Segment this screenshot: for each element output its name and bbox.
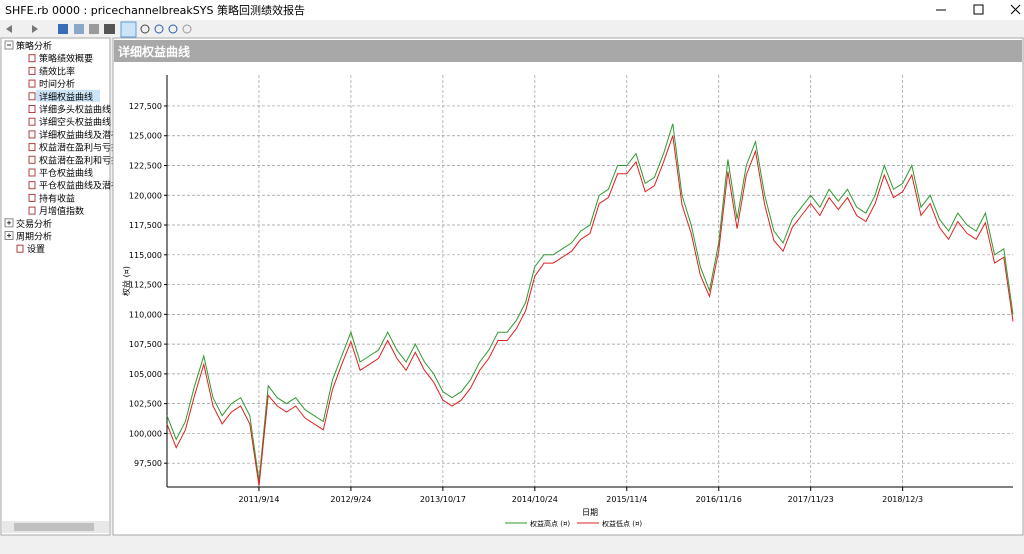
reset-button[interactable]: [182, 24, 192, 34]
tree-item[interactable]: 权益潜在盈利与亏损: [39, 142, 120, 154]
x-tick-label: 2011/9/14: [238, 495, 279, 504]
scrollbar-thumb[interactable]: [14, 523, 94, 531]
tree-icon: [16, 244, 24, 253]
close-button[interactable]: [1010, 4, 1021, 15]
tree-icon: [28, 79, 36, 88]
legend-label[interactable]: 权益低点 (¤): [602, 519, 642, 528]
y-tick-label: 120,000: [129, 191, 162, 200]
y-axis-label: 权益 (¤): [121, 266, 131, 296]
tree-icon: [28, 193, 36, 202]
tree-item[interactable]: 权益潜在盈利和亏损: [39, 154, 120, 166]
window-title: SHFE.rb 0000 : pricechannelbreakSYS 策略回测…: [5, 3, 305, 17]
tree-panel: [0, 37, 111, 536]
tree-icon: [28, 168, 36, 177]
tree-item[interactable]: 详细权益曲线: [39, 91, 93, 103]
y-tick-label: 117,500: [129, 221, 162, 230]
toolbar: [6, 21, 192, 38]
tree-item[interactable]: 平仓权益曲线及潜在: [39, 180, 120, 192]
view-button[interactable]: [104, 24, 115, 34]
tree-item[interactable]: 详细权益曲线及潜在: [39, 129, 120, 141]
tree-item[interactable]: 平仓权益曲线: [39, 167, 93, 179]
tree-item[interactable]: 月增值指数: [39, 205, 84, 217]
title-bar: [0, 0, 1024, 20]
line-series: [166, 135, 1014, 486]
tree-icon: [28, 143, 36, 152]
tree-selection: [36, 89, 100, 102]
line-series: [166, 123, 1014, 482]
y-tick-label: 102,500: [129, 400, 162, 409]
x-tick-label: 2013/10/17: [420, 495, 466, 504]
tree-item[interactable]: 详细空头权益曲线: [39, 116, 111, 128]
tree: 策略分析策略绩效概要绩效比率时间分析详细权益曲线详细多头权益曲线详细空头权益曲线…: [4, 40, 120, 255]
tree-group[interactable]: 交易分析: [16, 218, 52, 230]
panel-header: [114, 40, 1022, 62]
save-button[interactable]: [58, 24, 68, 34]
tree-group[interactable]: 周期分析: [16, 231, 52, 243]
y-tick-label: 110,000: [129, 310, 162, 319]
y-tick-label: 112,500: [129, 281, 162, 290]
x-axis-label: 日期: [582, 508, 598, 517]
y-tick-label: 105,000: [129, 370, 162, 379]
tree-item[interactable]: 绩效比率: [39, 65, 75, 77]
tree-item[interactable]: 策略绩效概要: [39, 53, 93, 65]
y-tick-label: 97,500: [134, 459, 162, 468]
chart-panel: [112, 37, 1024, 536]
back-button[interactable]: [6, 25, 12, 33]
legend-label[interactable]: 权益高点 (¤): [530, 519, 570, 528]
x-tick-label: 2015/11/4: [606, 495, 647, 504]
tree-item[interactable]: 持有收益: [39, 192, 75, 204]
tree-icon: [28, 66, 36, 75]
print-button[interactable]: [89, 24, 99, 34]
forward-button[interactable]: [32, 25, 38, 33]
y-tick-label: 122,500: [129, 161, 162, 170]
y-tick-label: 100,000: [129, 429, 162, 438]
y-tick-label: 107,500: [129, 340, 162, 349]
tree-item[interactable]: 设置: [27, 244, 45, 255]
zoom-in-button[interactable]: [154, 24, 164, 34]
tree-icon: [28, 206, 36, 215]
tree-icon: [28, 117, 36, 126]
chart: 97,500 100,000 102,500 105,000 107,500 110,00…: [121, 75, 1014, 528]
preview-button[interactable]: [74, 24, 84, 34]
x-tick-label: 2018/12/3: [882, 495, 923, 504]
tree-icon: [28, 105, 36, 113]
tree-item[interactable]: 详细多头权益曲线: [39, 104, 111, 116]
tree-icon: [28, 155, 36, 164]
x-tick-label: 2016/11/16: [696, 495, 742, 504]
tree-item[interactable]: 时间分析: [39, 78, 75, 90]
tree-icon: [28, 181, 36, 190]
panel-title: 详细权益曲线: [118, 44, 190, 59]
pan-button[interactable]: [140, 24, 150, 34]
x-tick-label: 2017/11/23: [788, 495, 834, 504]
y-tick-label: 127,500: [129, 102, 162, 111]
pointer-button[interactable]: [120, 21, 137, 38]
y-tick-label: 115,000: [129, 251, 162, 260]
tree-icon: [28, 54, 36, 63]
x-tick-label: 2012/9/24: [330, 495, 371, 504]
tree-icon: [28, 92, 36, 101]
status-bar: [0, 537, 1024, 550]
zoom-out-button[interactable]: [168, 24, 178, 34]
y-tick-label: 125,000: [129, 132, 162, 141]
x-tick-label: 2014/10/24: [512, 495, 558, 504]
maximize-button[interactable]: [973, 4, 984, 15]
tree-icon: [28, 130, 36, 139]
tree-group[interactable]: 策略分析: [16, 40, 52, 52]
